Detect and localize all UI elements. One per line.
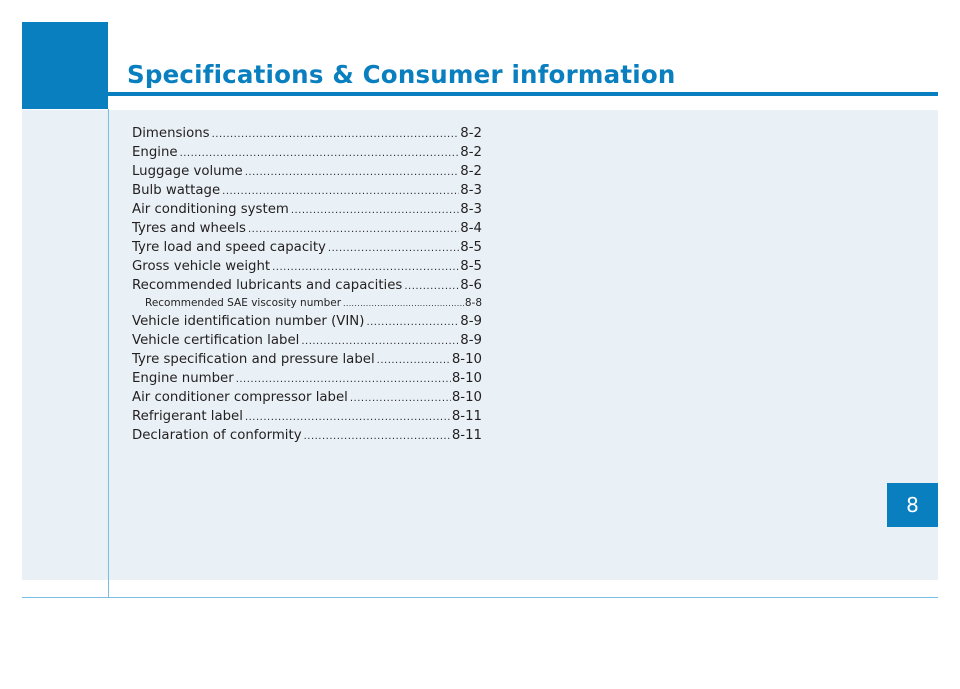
toc-entry-page: 8-8 (464, 297, 482, 309)
chapter-tab[interactable]: 8 (887, 483, 938, 527)
toc-entry-label: Engine number (132, 371, 234, 386)
toc-entry-label: Recommended lubricants and capacities (132, 278, 403, 293)
toc-dot-leader: ........................................… (272, 262, 459, 273)
page-title: Specifications & Consumer information (127, 60, 676, 89)
toc-entry-page: 8-2 (460, 126, 482, 141)
toc-entry-label: Air conditioning system (132, 202, 289, 217)
toc-entry-label: Gross vehicle weight (132, 259, 271, 274)
toc-dot-leader: ........................................… (179, 148, 460, 159)
toc-entry-label: Tyres and wheels (132, 221, 246, 236)
toc-dot-leader: ........................................… (366, 317, 459, 328)
toc-entry[interactable]: Dimensions..............................… (132, 126, 482, 145)
toc-entry-label: Dimensions (132, 126, 210, 141)
toc-entry-label: Air conditioner compressor label (132, 390, 348, 405)
toc-dot-leader: ........................................… (222, 186, 459, 197)
footer-divider (22, 597, 938, 598)
toc-entry-page: 8-3 (460, 183, 482, 198)
toc-entry-label: Tyre specification and pressure label (132, 352, 375, 367)
toc-entry-page: 8-10 (451, 371, 482, 386)
toc-entry[interactable]: Air conditioner compressor label........… (132, 390, 482, 409)
content-panel (22, 110, 938, 580)
toc-entry[interactable]: Gross vehicle weight....................… (132, 259, 482, 278)
chapter-header-block (22, 22, 108, 109)
toc-entry-page: 8-6 (460, 278, 482, 293)
toc-entry[interactable]: Vehicle identification number (VIN).....… (132, 314, 482, 333)
toc-entry-label: Tyre load and speed capacity (132, 240, 326, 255)
toc-entry[interactable]: Engine number...........................… (132, 371, 482, 390)
toc-entry-page: 8-2 (460, 164, 482, 179)
toc-entry[interactable]: Luggage volume..........................… (132, 164, 482, 183)
toc-dot-leader: ........................................… (327, 243, 459, 254)
toc-entry[interactable]: Tyre specification and pressure label...… (132, 352, 482, 371)
toc-entry-page: 8-11 (451, 409, 482, 424)
toc-dot-leader: ........................................… (343, 299, 464, 308)
title-underline (108, 92, 938, 96)
toc-entry-label: Declaration of conformity (132, 428, 302, 443)
margin-divider (108, 109, 109, 597)
toc-entry-label: Engine (132, 145, 178, 160)
toc-dot-leader: ........................................… (376, 355, 451, 366)
toc-entry-label: Refrigerant label (132, 409, 243, 424)
toc-dot-leader: ........................................… (211, 129, 460, 140)
toc-entry-label: Recommended SAE viscosity number (145, 297, 342, 309)
toc-entry-page: 8-11 (451, 428, 482, 443)
toc-dot-leader: ........................................… (301, 336, 460, 347)
toc-entry[interactable]: Vehicle certification label.............… (132, 333, 482, 352)
toc-dot-leader: ........................................… (244, 412, 451, 423)
toc-entry-page: 8-4 (460, 221, 482, 236)
toc-dot-leader: ........................................… (349, 393, 451, 404)
toc-dot-leader: ........................................… (244, 167, 460, 178)
toc-entry-page: 8-3 (460, 202, 482, 217)
toc-dot-leader: ........................................… (247, 224, 459, 235)
toc-dot-leader: ........................................… (303, 431, 451, 442)
toc-entry-label: Luggage volume (132, 164, 243, 179)
toc-entry-label: Vehicle identification number (VIN) (132, 314, 365, 329)
toc-entry[interactable]: Refrigerant label.......................… (132, 409, 482, 428)
toc-entry-page: 8-5 (460, 259, 482, 274)
toc-entry-page: 8-5 (460, 240, 482, 255)
toc-entry-page: 8-2 (460, 145, 482, 160)
toc-entry[interactable]: Bulb wattage............................… (132, 183, 482, 202)
toc-entry-page: 8-10 (451, 390, 482, 405)
toc-entry[interactable]: Tyre load and speed capacity............… (132, 240, 482, 259)
toc-dot-leader: ........................................… (404, 281, 460, 292)
toc-entry-label: Bulb wattage (132, 183, 221, 198)
toc-entry[interactable]: Declaration of conformity...............… (132, 428, 482, 447)
toc-subentry[interactable]: Recommended SAE viscosity number........… (132, 297, 482, 314)
toc-entry-page: 8-10 (451, 352, 482, 367)
toc-entry-label: Vehicle certification label (132, 333, 300, 348)
chapter-number: 8 (906, 493, 919, 517)
toc-entry[interactable]: Air conditioning system.................… (132, 202, 482, 221)
toc-dot-leader: ........................................… (235, 374, 451, 385)
toc-entry-page: 8-9 (460, 314, 482, 329)
table-of-contents: Dimensions..............................… (132, 126, 482, 447)
toc-entry[interactable]: Tyres and wheels........................… (132, 221, 482, 240)
toc-dot-leader: ........................................… (290, 205, 460, 216)
toc-entry[interactable]: Recommended lubricants and capacities...… (132, 278, 482, 297)
toc-entry[interactable]: Engine..................................… (132, 145, 482, 164)
toc-entry-page: 8-9 (460, 333, 482, 348)
